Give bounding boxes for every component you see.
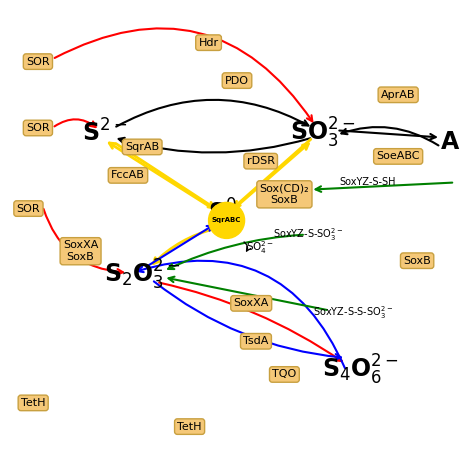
Text: SOR: SOR (26, 56, 50, 67)
Text: TetH: TetH (21, 398, 46, 408)
Text: TetH: TetH (177, 421, 202, 432)
Text: TsdA: TsdA (243, 336, 269, 346)
Text: SoxYZ-S-SH: SoxYZ-S-SH (339, 177, 395, 188)
Text: SqrAB: SqrAB (125, 142, 159, 152)
Text: S$^{0}$: S$^{0}$ (209, 200, 237, 227)
Text: TQO: TQO (272, 369, 297, 380)
Text: SO$_4^{2-}$: SO$_4^{2-}$ (246, 239, 273, 256)
Text: rDSR: rDSR (246, 156, 275, 166)
Text: SOR: SOR (17, 203, 40, 214)
Text: SoxYZ-S-SO$_3^{2-}$: SoxYZ-S-SO$_3^{2-}$ (273, 226, 343, 243)
Text: S$_4$O$_6^{2-}$: S$_4$O$_6^{2-}$ (322, 353, 399, 387)
Text: SoxB: SoxB (403, 255, 431, 266)
Text: SO$_3^{2-}$: SO$_3^{2-}$ (290, 116, 355, 150)
Text: Sox(CD)₂
SoxB: Sox(CD)₂ SoxB (260, 183, 309, 205)
Text: PDO: PDO (225, 75, 249, 86)
Text: SoxYZ-S-S-SO$_3^{2-}$: SoxYZ-S-S-SO$_3^{2-}$ (313, 304, 393, 321)
Text: SoeABC: SoeABC (376, 151, 420, 162)
Text: SoxXA: SoxXA (234, 298, 269, 309)
Text: FccAB: FccAB (111, 170, 145, 181)
Text: SqrABC: SqrABC (212, 218, 241, 223)
Text: Hdr: Hdr (199, 37, 219, 48)
Circle shape (209, 202, 245, 238)
Text: SOR: SOR (26, 123, 50, 133)
Text: S$_2$O$_3^{2-}$: S$_2$O$_3^{2-}$ (104, 258, 181, 292)
Text: AprAB: AprAB (381, 90, 415, 100)
Text: S$^{2-}$: S$^{2-}$ (82, 119, 127, 146)
Text: SoxXA
SoxB: SoxXA SoxB (63, 240, 98, 262)
Text: A: A (441, 130, 459, 154)
